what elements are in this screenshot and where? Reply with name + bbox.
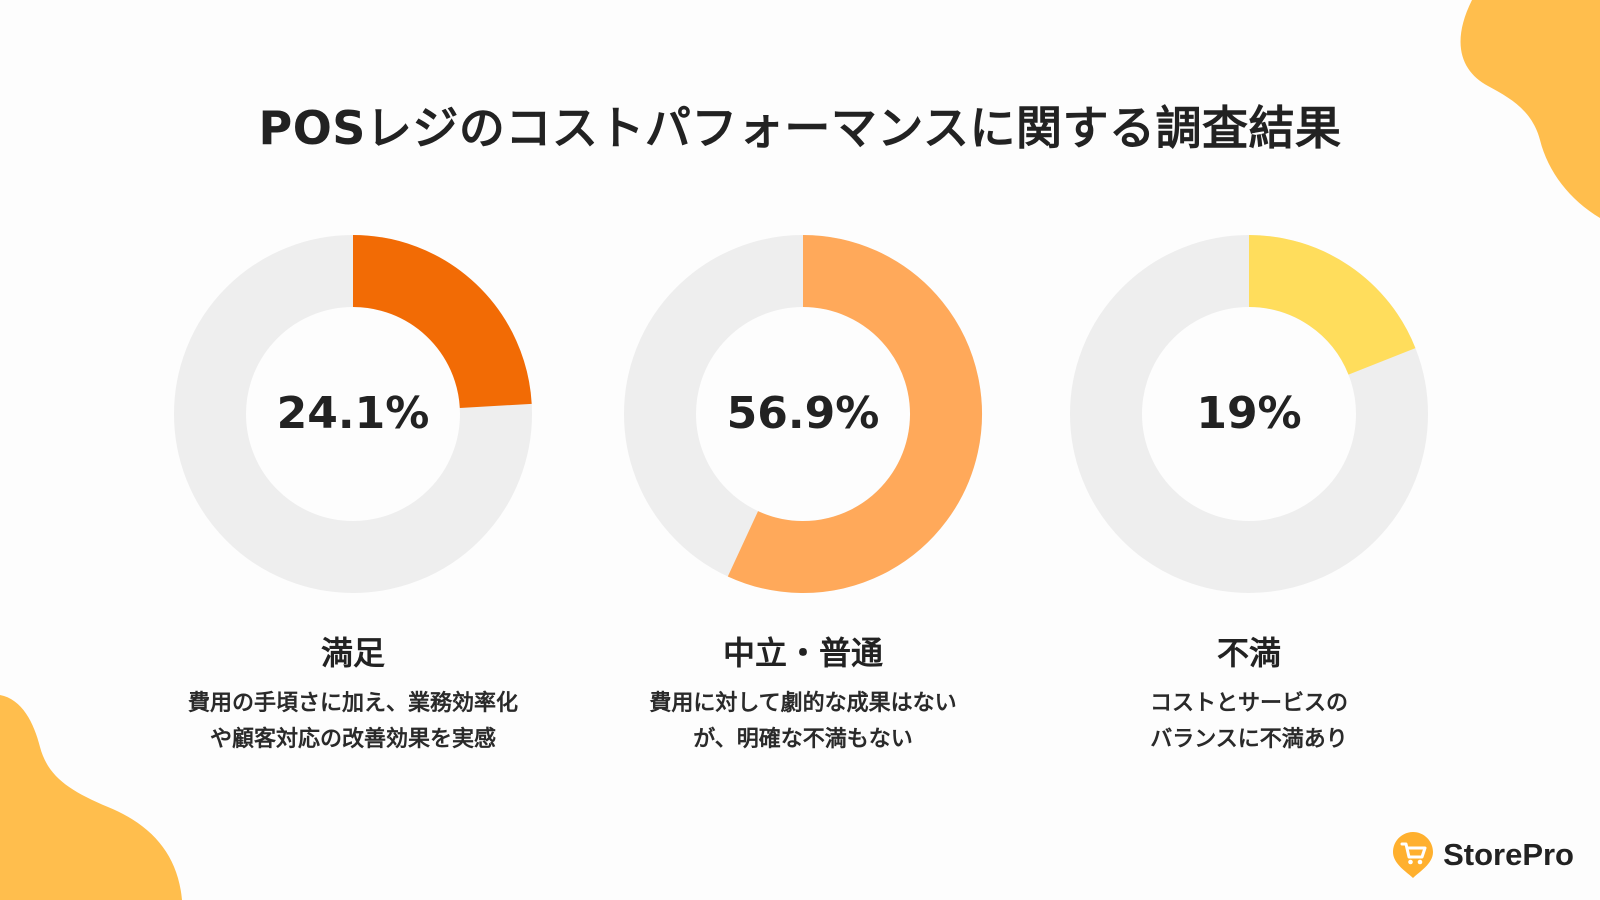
description-line: 費用の手頃さに加え、業務効率化 <box>187 691 518 716</box>
donut-svg <box>174 235 532 593</box>
category-description: コストとサービスの バランスに不満あり <box>1039 686 1459 758</box>
caption-satisfied: 満足 費用の手頃さに加え、業務効率化 や顧客対応の改善効果を実感 <box>143 628 563 758</box>
donut-chart-satisfied: 24.1% <box>173 234 533 594</box>
description-line: コストとサービスの <box>1149 691 1348 716</box>
donut-value-label: 19% <box>1196 388 1302 439</box>
donut-segment <box>1247 235 1416 376</box>
donut-value-label: 24.1% <box>276 388 430 439</box>
category-description: 費用に対して劇的な成果はない が、明確な不満もない <box>593 686 1013 758</box>
cart-pin-icon <box>1393 832 1434 878</box>
category-label: 不満 <box>1216 634 1281 672</box>
corner-blob-top-right <box>1460 0 1600 218</box>
brand-name: StorePro <box>1443 837 1574 872</box>
donut-segment <box>727 235 982 593</box>
category-description: 費用の手頃さに加え、業務効率化 や顧客対応の改善効果を実感 <box>143 686 563 758</box>
donut-svg <box>1070 235 1428 593</box>
description-line: や顧客対応の改善効果を実感 <box>209 727 496 752</box>
corner-blob-bottom-left <box>0 695 182 900</box>
donut-chart-dissatisfied: 19% <box>1069 234 1429 594</box>
donut-svg <box>624 235 982 593</box>
brand-logo: StorePro <box>1391 830 1574 880</box>
description-line: が、明確な不満もない <box>693 727 913 752</box>
category-label: 中立・普通 <box>722 634 883 672</box>
page-title: POSレジのコストパフォーマンスに関する調査結果 <box>258 101 1342 155</box>
donut-chart-neutral: 56.9% <box>623 234 983 594</box>
donut-segment <box>351 235 532 410</box>
description-line: バランスに不満あり <box>1150 727 1348 752</box>
caption-neutral: 中立・普通 費用に対して劇的な成果はない が、明確な不満もない <box>593 628 1013 758</box>
caption-dissatisfied: 不満 コストとサービスの バランスに不満あり <box>1039 628 1459 758</box>
category-label: 満足 <box>320 634 385 672</box>
description-line: 費用に対して劇的な成果はない <box>649 691 957 716</box>
donut-value-label: 56.9% <box>726 388 880 439</box>
